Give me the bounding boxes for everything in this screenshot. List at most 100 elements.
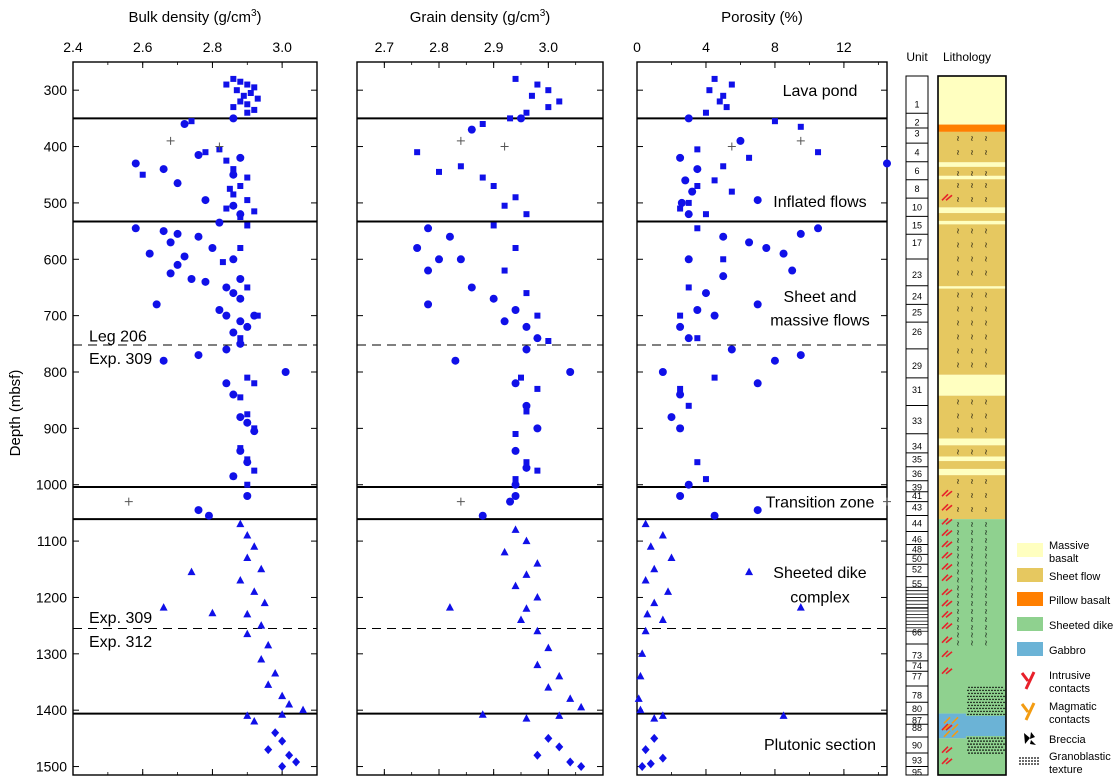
granoblastic-dot xyxy=(968,686,970,689)
data-point-square xyxy=(720,256,727,263)
flow-texture-mark: ≀ xyxy=(971,240,974,249)
leg-label: Leg 206 xyxy=(89,328,147,345)
lithology-layer-sheet xyxy=(938,166,1006,176)
data-point-circle xyxy=(194,232,203,241)
flow-texture-mark: ≀ xyxy=(957,447,960,456)
x-tick-label: 3.0 xyxy=(539,39,559,55)
granoblastic-dot xyxy=(970,695,972,698)
granoblastic-dot xyxy=(1001,740,1003,742)
data-point-triangle xyxy=(250,542,259,550)
data-point-triangle xyxy=(522,714,531,722)
flow-texture-mark: ≀ xyxy=(971,426,974,435)
flow-texture-mark: ≀ xyxy=(985,477,988,486)
data-point-triangle xyxy=(299,705,308,714)
granoblastic-icon-dot xyxy=(1037,760,1039,762)
data-point-square xyxy=(251,380,258,387)
data-point-square xyxy=(237,98,244,105)
flow-texture-mark: ≀ xyxy=(985,623,988,632)
granoblastic-dot xyxy=(992,740,994,742)
unit-label: 90 xyxy=(912,741,922,751)
granoblastic-dot xyxy=(1001,752,1003,754)
granoblastic-icon-dot xyxy=(1025,757,1027,759)
data-point-square xyxy=(251,467,258,474)
data-point-square xyxy=(694,225,701,232)
unit-label: 24 xyxy=(912,291,922,301)
granoblastic-dot xyxy=(992,704,994,707)
data-point-triangle xyxy=(533,592,542,601)
flow-texture-mark: ≀ xyxy=(971,254,974,263)
data-point-circle xyxy=(658,368,667,376)
flow-texture-mark: ≀ xyxy=(957,491,960,500)
data-point-triangle xyxy=(745,567,754,576)
flow-texture-mark: ≀ xyxy=(985,528,988,537)
granoblastic-dot xyxy=(980,746,982,748)
legend-item: Gabbro xyxy=(1017,642,1086,657)
data-point-circle xyxy=(173,229,182,238)
panel-frame xyxy=(356,61,604,776)
granoblastic-dot xyxy=(968,704,970,707)
granoblastic-dot xyxy=(985,713,987,716)
data-point-square xyxy=(523,109,530,116)
data-point-square xyxy=(244,411,251,418)
data-point-triangle xyxy=(555,711,564,719)
unit-label: 43 xyxy=(912,502,922,512)
data-point-triangle xyxy=(243,609,252,618)
granoblastic-dot xyxy=(998,698,1000,701)
granoblastic-dot xyxy=(992,752,994,754)
flow-texture-mark: ≀ xyxy=(971,536,974,545)
granoblastic-icon-dot xyxy=(1037,763,1039,765)
x-tick-label: 2.8 xyxy=(203,39,223,55)
legend-label: Intrusive xyxy=(1049,670,1091,682)
unit-label: 2 xyxy=(914,117,919,127)
data-point-triangle xyxy=(522,536,531,545)
data-point-circle xyxy=(229,114,238,123)
granoblastic-icon-dot xyxy=(1028,763,1030,765)
unit-label: 25 xyxy=(912,307,922,317)
data-point-triangle xyxy=(544,643,553,652)
granoblastic-dot xyxy=(1003,713,1005,716)
data-point-triangle xyxy=(577,702,586,711)
data-point-circle xyxy=(194,506,203,515)
unit-label: 50 xyxy=(912,554,922,564)
data-point-triangle xyxy=(264,640,273,649)
data-point-circle xyxy=(435,255,443,264)
granoblastic-dot xyxy=(977,752,979,754)
legend-swatch xyxy=(1017,543,1043,557)
granoblastic-dot xyxy=(973,737,975,739)
panel-frame xyxy=(72,61,318,776)
data-point-circle xyxy=(693,165,702,174)
granoblastic-dot xyxy=(983,746,985,748)
lithology-layer-sheet xyxy=(938,213,1006,221)
zone-label: Transition zone xyxy=(766,495,875,512)
granoblastic-dot xyxy=(967,713,969,716)
data-point-square xyxy=(512,476,519,483)
flow-texture-mark: ≀ xyxy=(957,347,960,356)
granoblastic-dot xyxy=(995,698,997,701)
flow-texture-mark: ≀ xyxy=(957,240,960,249)
data-point-diamond xyxy=(577,762,586,772)
data-point-circle xyxy=(166,269,175,278)
granoblastic-dot xyxy=(986,740,988,742)
granoblastic-dot xyxy=(971,740,973,742)
x-tick-label: 4 xyxy=(702,39,710,55)
data-point-square xyxy=(244,284,251,291)
granoblastic-dot xyxy=(982,707,984,710)
data-point-circle xyxy=(511,480,520,489)
panel-title: Bulk density (g/cm3) xyxy=(128,8,261,26)
data-point-square xyxy=(244,374,251,381)
data-point-circle xyxy=(159,165,168,174)
data-point-circle xyxy=(511,379,520,388)
granoblastic-dot xyxy=(1000,689,1002,692)
granoblastic-dot xyxy=(967,743,969,745)
data-point-square xyxy=(223,157,230,164)
data-point-square xyxy=(694,459,701,466)
granoblastic-dot xyxy=(982,701,984,704)
data-point-square xyxy=(528,92,535,99)
data-point-circle xyxy=(222,345,231,354)
y-tick-label: 300 xyxy=(44,82,68,98)
data-point-circle xyxy=(236,153,245,162)
magmatic-contact-mark xyxy=(943,716,959,724)
flow-texture-mark: ≀ xyxy=(985,195,988,204)
granoblastic-dot xyxy=(973,701,975,704)
